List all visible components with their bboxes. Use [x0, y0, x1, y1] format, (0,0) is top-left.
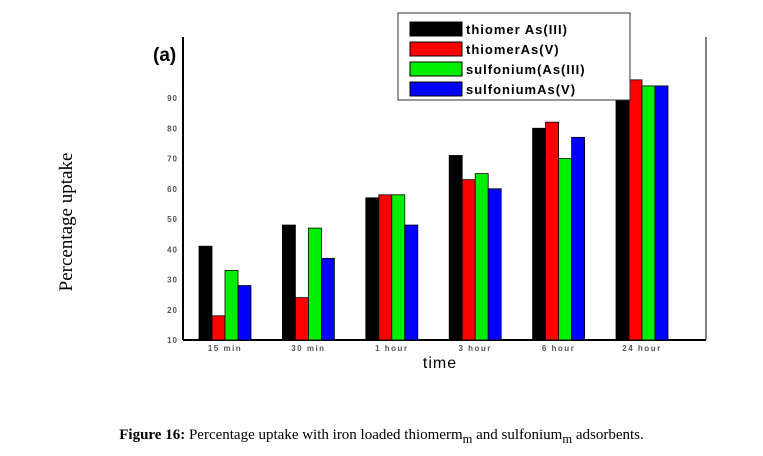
bar: [320, 257, 335, 341]
bar: [571, 136, 585, 341]
y-tick-label: 60: [167, 185, 178, 194]
caption-text: Percentage uptake with iron loaded thiom…: [185, 427, 463, 443]
bar: [365, 197, 380, 341]
bar: [532, 127, 546, 341]
bar: [461, 179, 476, 341]
legend-swatch: [409, 41, 463, 57]
caption-sub: m: [462, 432, 473, 446]
bar: [404, 224, 419, 341]
legend-swatch: [409, 81, 463, 97]
bar: [237, 285, 252, 341]
bar: [211, 315, 226, 341]
bar: [558, 158, 572, 341]
caption-text: and sulfonium: [472, 427, 563, 443]
bar: [641, 85, 656, 341]
y-tick-label: 20: [167, 306, 178, 315]
y-tick-label: 30: [167, 276, 178, 285]
y-tick-label: 50: [167, 215, 178, 224]
bar: [615, 91, 630, 341]
legend-label: thiomerAs(V): [466, 42, 560, 57]
y-tick-label: 40: [167, 245, 178, 254]
caption-text: adsorbents.: [572, 427, 644, 443]
bar: [474, 173, 489, 341]
bar: [307, 227, 322, 341]
bar: [448, 155, 463, 341]
bar: [294, 297, 309, 341]
legend-label: thiomer As(III): [466, 22, 568, 37]
y-axis-label: Percentage uptake: [56, 153, 77, 292]
bar: [378, 194, 393, 341]
legend-swatch: [409, 61, 463, 77]
x-tick-label: 3 hour: [458, 344, 491, 353]
figure-caption: Figure 16: Percentage uptake with iron l…: [0, 427, 763, 447]
x-tick-label: 6 hour: [542, 344, 575, 353]
x-axis-label: time: [423, 355, 457, 372]
bar: [198, 245, 213, 341]
y-tick-label: 70: [167, 155, 178, 164]
legend-label: sulfoniumAs(V): [466, 82, 576, 97]
bar: [628, 79, 643, 341]
x-tick-label: 24 hour: [622, 344, 661, 353]
legend-label: sulfonium(As(III): [466, 62, 586, 77]
caption-sub: m: [562, 432, 573, 446]
bar: [487, 188, 502, 341]
x-tick-label: 30 min: [291, 344, 325, 353]
legend-swatch: [409, 21, 463, 37]
x-tick-label: 15 min: [208, 344, 242, 353]
bar: [545, 121, 559, 341]
bar: [654, 85, 669, 341]
panel-label: (a): [153, 45, 176, 66]
bar: [224, 270, 239, 341]
bar: [281, 224, 296, 341]
x-tick-label: 1 hour: [375, 344, 408, 353]
caption-label: Figure 16:: [119, 427, 186, 443]
y-tick-label: 80: [167, 124, 178, 133]
y-tick-label: 10: [167, 336, 178, 345]
y-tick-label: 90: [167, 94, 178, 103]
bar: [391, 194, 406, 341]
